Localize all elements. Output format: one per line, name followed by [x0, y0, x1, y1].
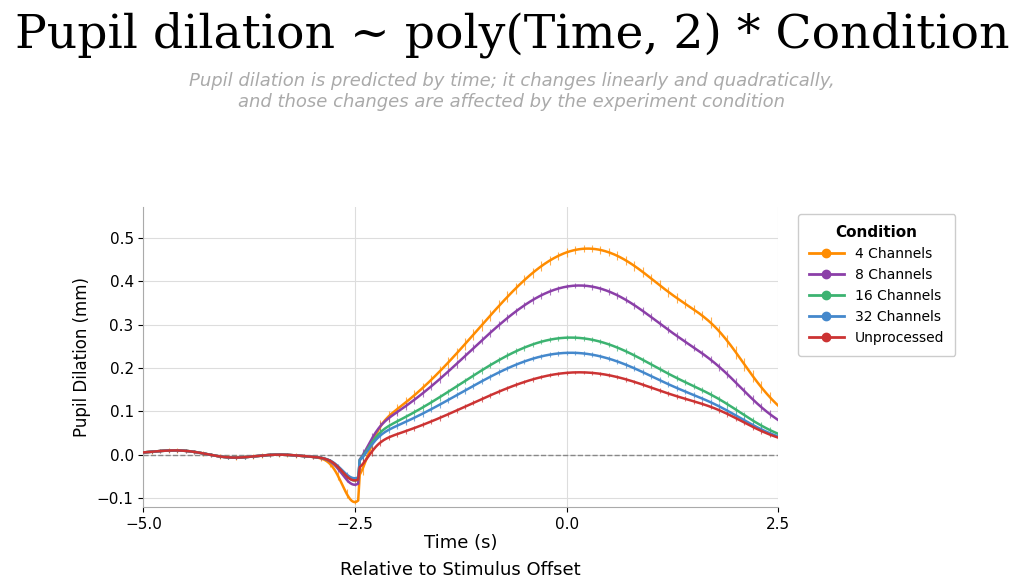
Text: Relative to Stimulus Offset: Relative to Stimulus Offset: [341, 561, 581, 576]
Y-axis label: Pupil Dilation (mm): Pupil Dilation (mm): [73, 277, 91, 437]
Text: Pupil dilation ~ poly(Time, 2) * Condition: Pupil dilation ~ poly(Time, 2) * Conditi…: [14, 12, 1010, 58]
Legend: 4 Channels, 8 Channels, 16 Channels, 32 Channels, Unprocessed: 4 Channels, 8 Channels, 16 Channels, 32 …: [798, 214, 955, 356]
Text: Pupil dilation is predicted by time; it changes linearly and quadratically,
and : Pupil dilation is predicted by time; it …: [189, 72, 835, 111]
X-axis label: Time (s): Time (s): [424, 535, 498, 552]
